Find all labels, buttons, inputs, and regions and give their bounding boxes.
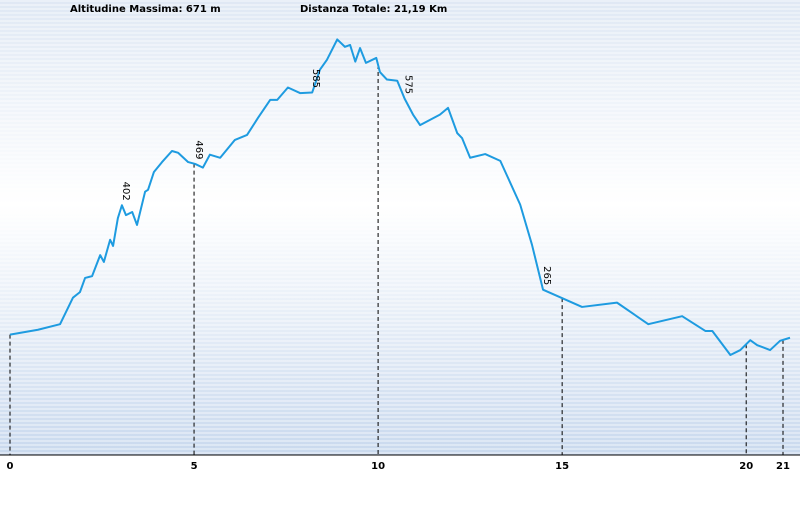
x-tick-label: 21 (776, 461, 790, 472)
x-tick-label: 0 (7, 461, 14, 472)
x-tick-label: 10 (371, 461, 385, 472)
elevation-label: 575 (403, 75, 414, 94)
max-altitude: Altitudine Massima: 671 m (70, 4, 221, 15)
total-distance: Distanza Totale: 21,19 Km (300, 4, 447, 15)
elevation-label: 469 (193, 140, 204, 159)
x-tick-label: 5 (191, 461, 198, 472)
x-tick-label: 15 (555, 461, 569, 472)
elevation-line (9, 38, 791, 357)
elevation-label: 265 (541, 266, 552, 285)
x-tick-label: 20 (739, 461, 753, 472)
elevation-label: 402 (120, 182, 131, 201)
plot-texture (0, 0, 800, 455)
elevation-label: 585 (310, 69, 321, 88)
